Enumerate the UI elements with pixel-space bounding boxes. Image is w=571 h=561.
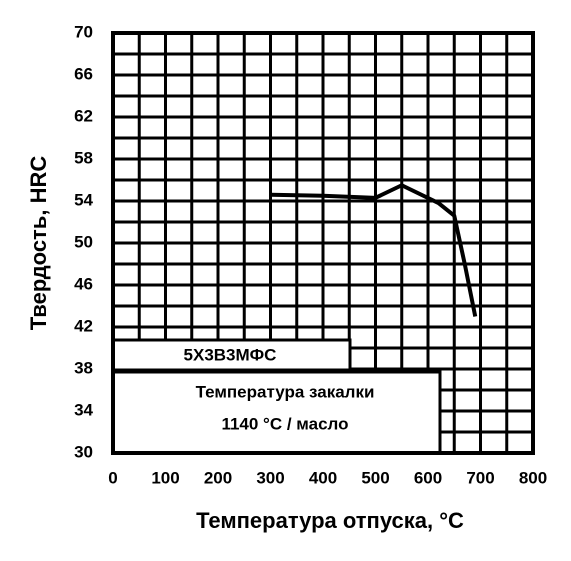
x-tick-label: 800 — [519, 468, 547, 487]
x-axis-label: Температура отпуска, °С — [196, 508, 464, 533]
x-tick-label: 700 — [466, 468, 494, 487]
y-tick-label: 46 — [74, 274, 93, 293]
annotation: 5Х3В3МФС — [184, 345, 277, 364]
y-tick-label: 54 — [74, 190, 93, 209]
y-tick-label: 66 — [74, 64, 93, 83]
annotation: 1140 °С / масло — [221, 414, 348, 433]
y-tick-label: 34 — [74, 400, 93, 419]
x-tick-label: 0 — [108, 468, 117, 487]
x-tick-label: 400 — [309, 468, 337, 487]
y-axis-label: Твердость, HRC — [26, 156, 51, 331]
plot-frame — [111, 31, 535, 455]
x-tick-label: 500 — [361, 468, 389, 487]
x-tick-label: 100 — [151, 468, 179, 487]
annotation: Температура закалки — [196, 382, 375, 401]
y-tick-label: 50 — [74, 232, 93, 251]
y-tick-label: 38 — [74, 358, 93, 377]
data-line — [270, 183, 478, 317]
x-tick-label: 600 — [414, 468, 442, 487]
y-tick-label: 62 — [74, 106, 93, 125]
y-tick-label: 70 — [74, 22, 93, 41]
x-tick-label: 200 — [204, 468, 232, 487]
y-tick-label: 30 — [74, 442, 93, 461]
annotation-box — [111, 370, 442, 455]
y-tick-label: 42 — [74, 316, 93, 335]
x-tick-label: 300 — [256, 468, 284, 487]
y-tick-label: 58 — [74, 148, 93, 167]
